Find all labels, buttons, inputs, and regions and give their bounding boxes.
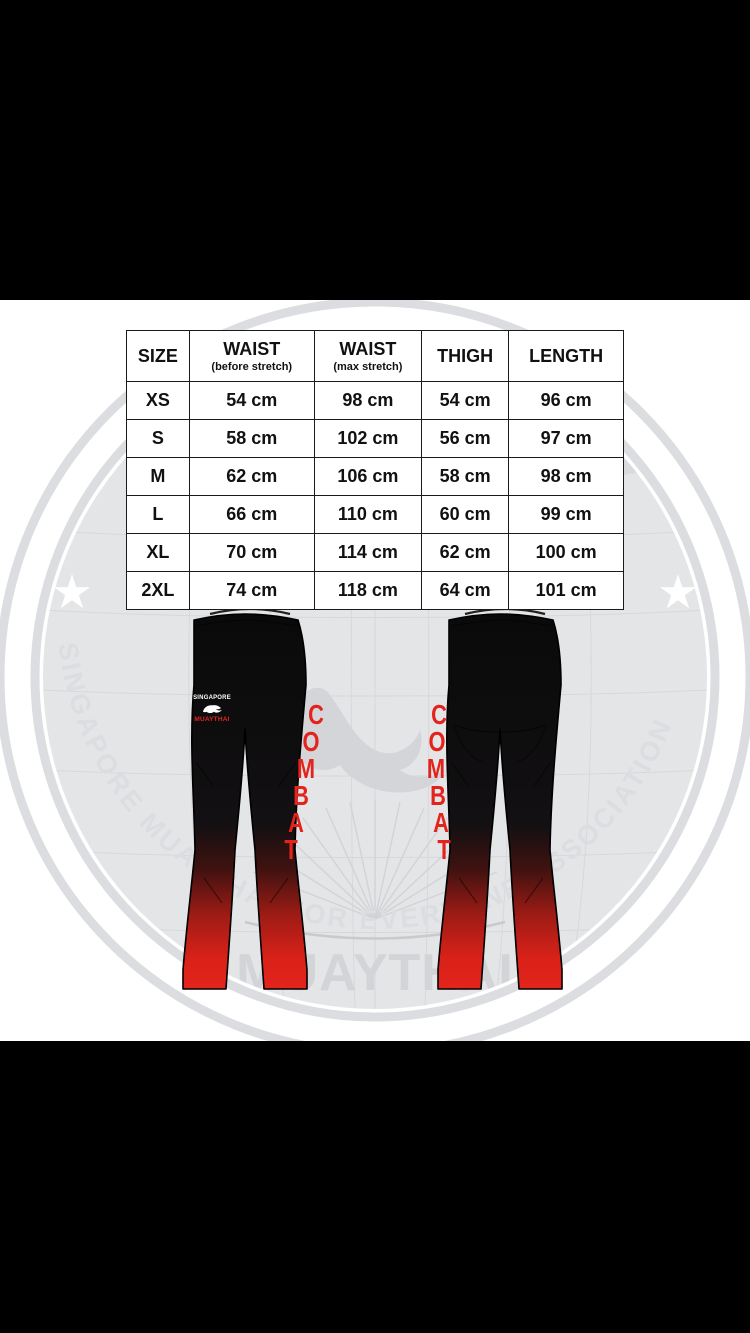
svg-text:T: T <box>437 834 451 865</box>
svg-text:MUAYTHAI: MUAYTHAI <box>194 716 229 723</box>
svg-text:T: T <box>284 834 298 865</box>
svg-text:SINGAPORE: SINGAPORE <box>193 695 231 701</box>
